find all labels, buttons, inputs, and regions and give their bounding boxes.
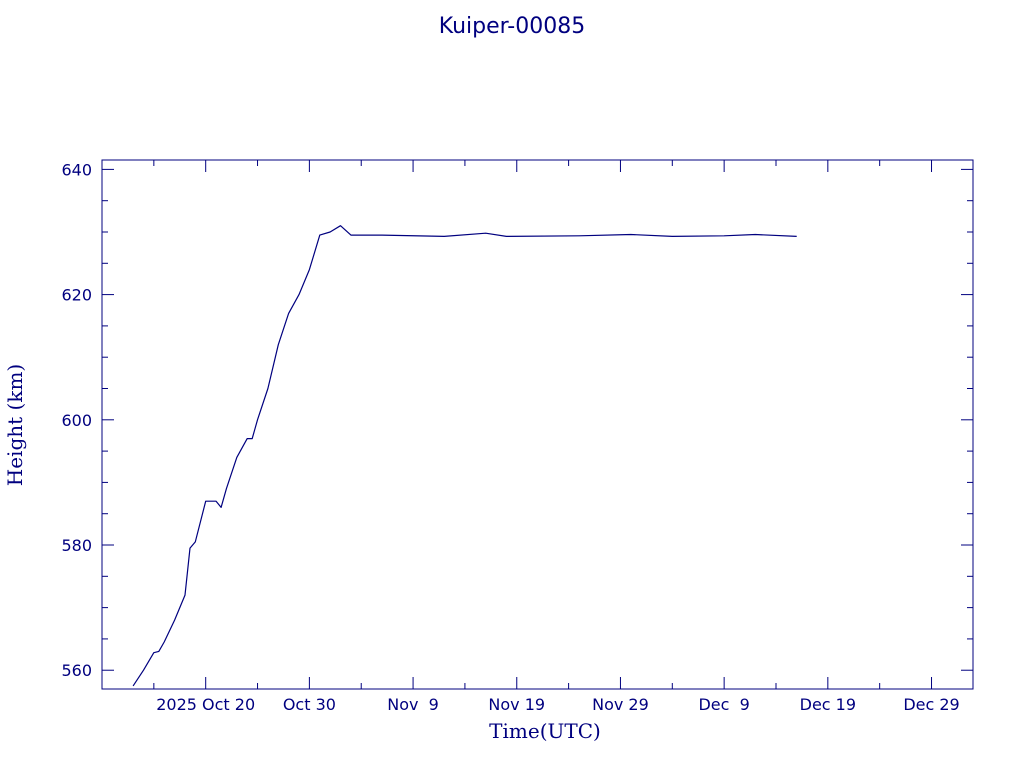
y-tick-label: 620: [61, 286, 92, 305]
x-tick-label: Nov 19: [488, 695, 545, 714]
x-axis: 2025 Oct 20 Oct 30 Nov 9 Nov 19 Nov 29 Dec 9 D…: [153, 160, 960, 714]
plot-frame: [101, 159, 974, 690]
x-tick-label: Oct 30: [283, 695, 336, 714]
x-tick-label: Dec 19: [800, 695, 856, 714]
x-tick-label: Dec 9: [698, 695, 749, 714]
x-tick-label: Nov 9: [387, 695, 439, 714]
y-tick-label: 580: [61, 536, 92, 555]
x-tick-label: Dec 29: [903, 695, 959, 714]
y-tick-label: 560: [61, 661, 92, 680]
y-axis-label: Height (km): [3, 364, 27, 486]
chart-title: Kuiper-00085: [438, 14, 586, 39]
x-tick-label: 2025 Oct 20: [156, 695, 255, 714]
x-tick-label: Nov 29: [592, 695, 649, 714]
y-tick-label: 600: [61, 411, 92, 430]
x-axis-label: Time(UTC): [489, 719, 601, 743]
y-tick-label: 640: [61, 160, 92, 179]
y-axis: 560 580 600 620 640: [61, 160, 973, 680]
series-line: [132, 225, 797, 687]
series-layer: [132, 225, 797, 687]
